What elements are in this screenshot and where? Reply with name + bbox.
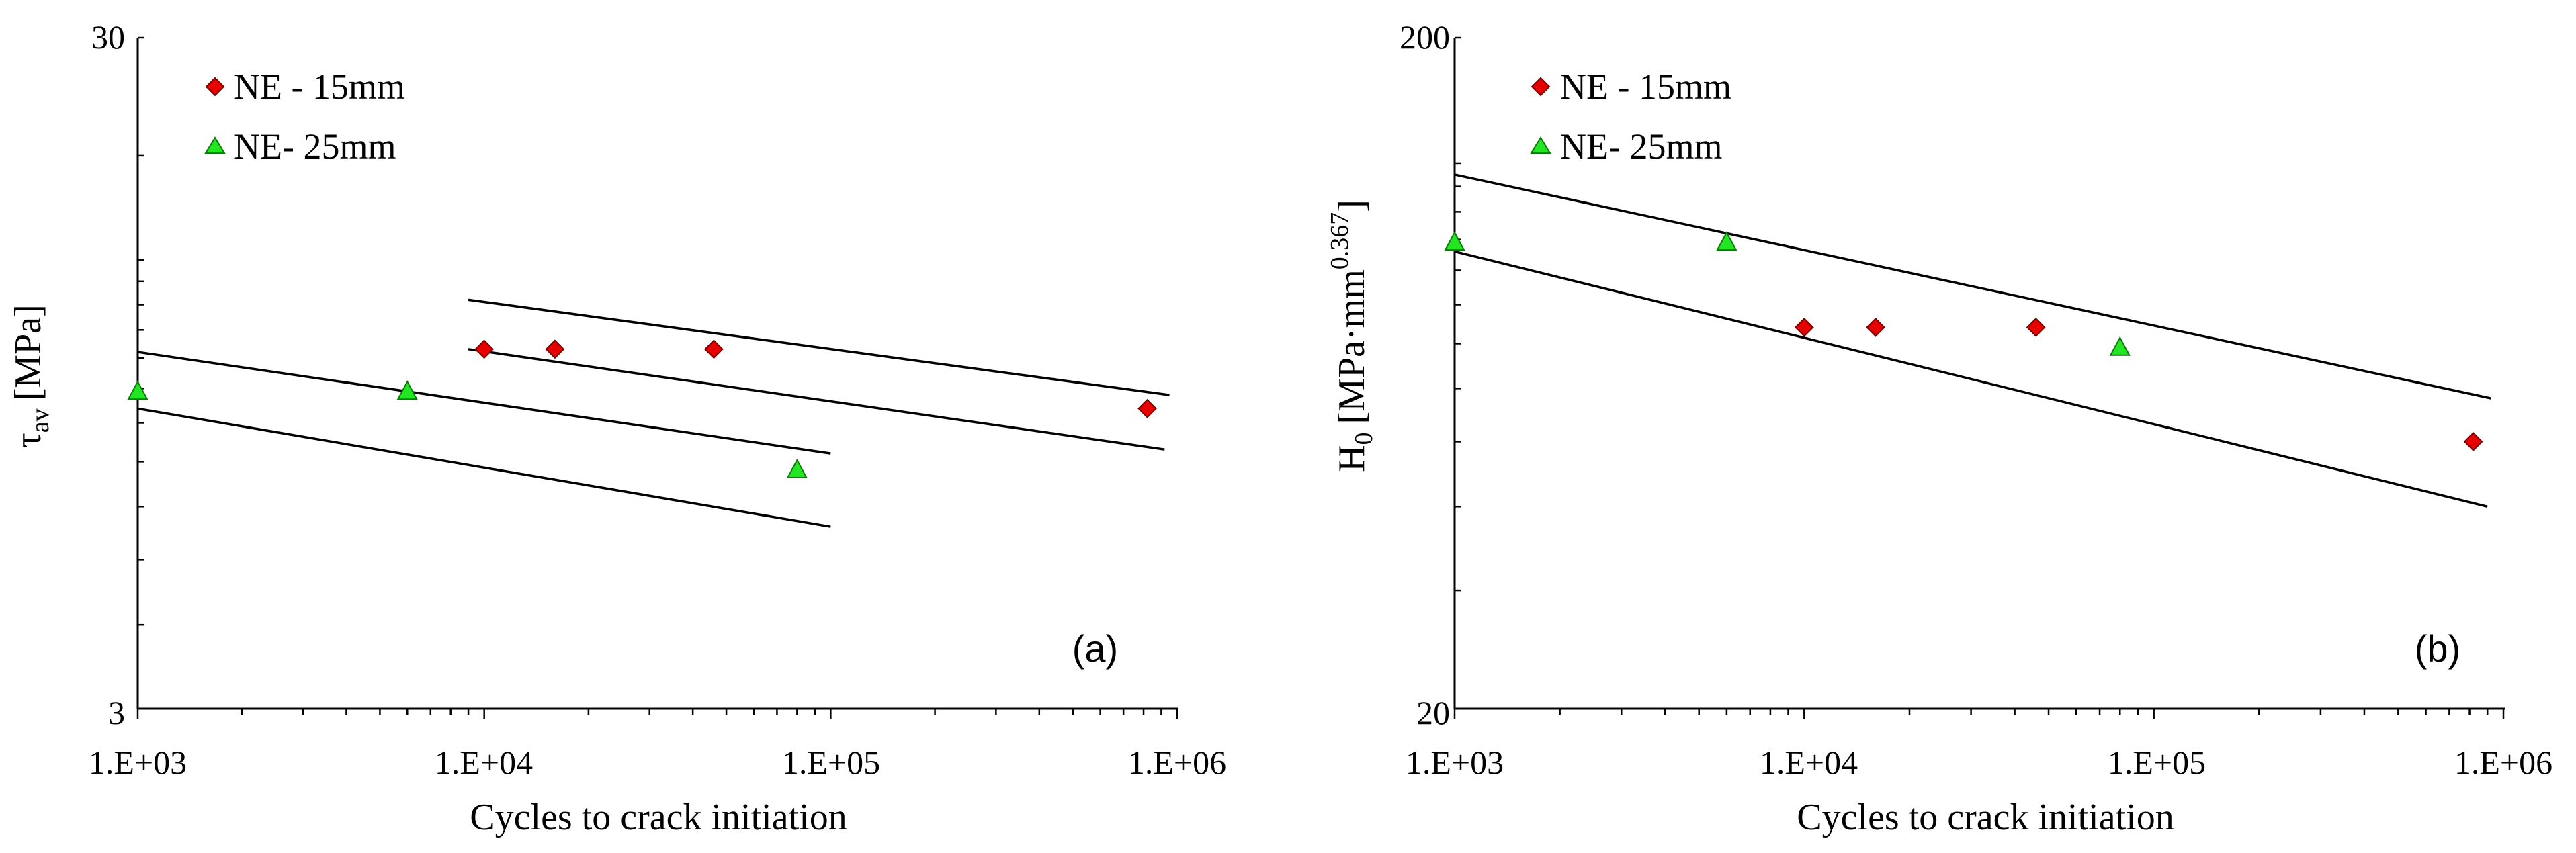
panel-b-ylabel-unit-post: ]: [1331, 199, 1373, 212]
panel-a-y-axis-title: τav [MPa]: [7, 304, 54, 447]
panel-a-ylabel-symbol: τ: [7, 433, 49, 448]
panel-a-point-ne15-1: [474, 339, 495, 359]
panel-b-point-ne25-2: [1716, 230, 1737, 251]
panel-a-xtick-label-1e4: 1.E+04: [435, 744, 533, 781]
panel-a-legend-label-ne25: NE- 25mm: [234, 126, 396, 167]
panel-b-point-ne15-3: [2026, 317, 2046, 337]
panel-b-xtick-label-1e5: 1.E+05: [2108, 744, 2206, 781]
panel-b-fit-lines: [1454, 173, 2491, 508]
panel-b-ytick-label-bottom: 20: [1416, 694, 1450, 731]
panel-a-legend-marker-ne25: [204, 136, 226, 154]
panel-a-point-ne25-1: [127, 380, 148, 400]
panel-b-ylabel-unit-pre: [MPa·mm: [1331, 269, 1373, 424]
panel-b-fit-line-2: [1454, 250, 2488, 508]
panel-b-legend: NE - 15mm NE- 25mm: [1530, 66, 1731, 167]
panel-b-ylabel-superscript: 0.367: [1326, 212, 1354, 270]
panel-a-ytick-label-bottom: 3: [108, 694, 125, 731]
panel-a-legend-label-ne15: NE - 15mm: [234, 66, 405, 107]
panel-b-minor-ticks: [1453, 36, 2505, 719]
panel-a-xtick-label-1e6: 1.E+06: [1128, 744, 1226, 781]
panel-b-y-axis-title: H0 [MPa·mm0.367]: [1326, 199, 1378, 472]
panel-b-legend-marker-ne15: [1531, 77, 1551, 97]
panel-b-axes: [1453, 38, 2505, 710]
chart-panel-b: 200 20 1.E+03 1.E+04 1.E+05 1.E+06 Cycle…: [1326, 18, 2552, 838]
panel-a-fit-line-3: [137, 351, 831, 455]
panel-a-point-ne25-2: [396, 380, 418, 400]
panel-a-fit-line-4: [137, 407, 831, 528]
panel-b-legend-marker-ne25: [1530, 136, 1551, 154]
panel-b-point-ne15-1: [1794, 317, 1814, 337]
panel-b-xtick-label-1e3: 1.E+03: [1406, 744, 1504, 781]
panel-a-ylabel-subscript: av: [26, 408, 54, 433]
panel-a-point-ne15-2: [545, 339, 565, 359]
panel-a-minor-ticks: [136, 36, 1178, 719]
panel-b-xtick-label-1e4: 1.E+04: [1760, 744, 1858, 781]
panel-a-point-ne15-4: [1137, 398, 1157, 418]
panel-b-label: (b): [2415, 627, 2460, 670]
panel-b-fit-line-1: [1454, 173, 2491, 400]
panel-b-point-ne25-1: [1444, 230, 1465, 251]
panel-b-legend-label-ne25: NE- 25mm: [1560, 126, 1722, 167]
panel-b-legend-label-ne15: NE - 15mm: [1560, 66, 1731, 107]
panel-a-x-axis-title: Cycles to crack initiation: [470, 797, 847, 838]
panel-a-xtick-label-1e5: 1.E+05: [782, 744, 880, 781]
panel-b-point-ne15-2: [1866, 317, 1885, 337]
panel-a-legend: NE - 15mm NE- 25mm: [204, 66, 405, 167]
panel-b-ylabel-symbol: H: [1331, 445, 1373, 472]
panel-b-point-ne25-3: [2109, 336, 2131, 356]
panel-b-ytick-label-top: 200: [1400, 18, 1450, 56]
panel-a-point-ne15-3: [704, 339, 724, 359]
panel-a-ylabel-unit: [MPa]: [7, 304, 49, 400]
panel-a-axes: [136, 38, 1178, 710]
panel-a-data-points: [127, 339, 1157, 478]
panel-a-ytick-label-top: 30: [91, 18, 125, 56]
panel-b-xtick-label-1e6: 1.E+06: [2454, 744, 2552, 781]
panel-b-data-points: [1444, 230, 2483, 451]
panel-a-legend-marker-ne15: [205, 77, 225, 97]
panel-a-fit-line-2: [468, 348, 1165, 451]
panel-a-fit-line-1: [468, 298, 1170, 396]
panel-a-point-ne25-3: [786, 458, 808, 478]
panel-b-point-ne15-4: [2463, 432, 2483, 451]
chart-panel-a: 30 3 1.E+03 1.E+04 1.E+05 1.E+06 Cycles …: [7, 18, 1226, 838]
panel-b-x-axis-title: Cycles to crack initiation: [1797, 797, 2174, 838]
panel-a-xtick-label-1e3: 1.E+03: [89, 744, 187, 781]
panel-a-label: (a): [1072, 627, 1118, 670]
panel-b-ylabel-subscript: 0: [1350, 432, 1378, 445]
panel-a-fit-lines: [137, 298, 1170, 528]
